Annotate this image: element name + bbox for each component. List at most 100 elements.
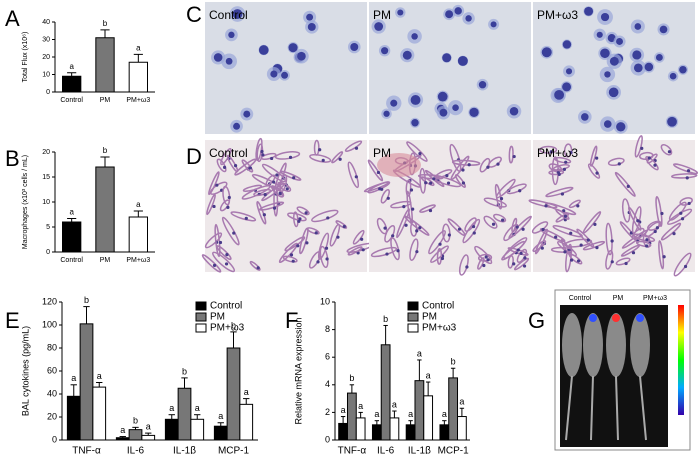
nucleus <box>521 227 525 231</box>
nucleus <box>680 217 685 221</box>
nucleus <box>305 241 309 245</box>
tissue-strand <box>279 170 302 181</box>
x-tick-label: Control <box>60 97 83 104</box>
legend-label: PM <box>422 312 437 323</box>
tissue-strand <box>277 181 292 192</box>
tissue-strand <box>658 240 665 270</box>
tissue-strand <box>442 223 451 243</box>
significance-label: a <box>69 208 74 217</box>
y-tick-label: 20 <box>42 149 50 156</box>
nucleus <box>600 12 610 22</box>
nucleus <box>484 255 488 259</box>
nucleus <box>411 119 419 127</box>
nucleus <box>457 227 462 231</box>
nucleus <box>445 10 454 19</box>
tissue-strand <box>390 237 400 261</box>
tissue-strand <box>554 156 572 164</box>
bar <box>128 61 149 93</box>
tissue-strand <box>628 206 642 231</box>
nucleus <box>467 163 471 167</box>
nucleus <box>411 207 415 211</box>
x-tick-label: TNF-α <box>72 446 101 454</box>
y-tick-label: 10 <box>320 296 330 306</box>
significance-label: a <box>136 43 141 52</box>
nucleus <box>461 168 465 172</box>
nucleus <box>442 53 452 63</box>
legend-swatch <box>195 301 207 311</box>
significance-label: a <box>120 425 125 435</box>
colorbar <box>678 305 684 415</box>
nucleus <box>225 252 229 257</box>
nucleus <box>554 235 558 239</box>
nucleus <box>604 71 611 78</box>
nucleus <box>653 229 657 234</box>
nucleus <box>227 195 231 200</box>
nucleus <box>215 183 219 187</box>
tissue-strand <box>306 227 320 235</box>
x-tick-label: IL-1β <box>408 446 431 454</box>
nucleus <box>457 55 468 66</box>
nucleus <box>541 47 552 58</box>
nucleus <box>581 113 589 121</box>
nucleus <box>518 189 522 193</box>
nucleus <box>562 40 572 49</box>
nucleus <box>610 260 614 264</box>
mouse <box>606 313 626 377</box>
nucleus <box>512 154 516 159</box>
nucleus <box>603 120 612 128</box>
nucleus <box>262 213 266 217</box>
y-tick-label: 60 <box>47 365 57 375</box>
tissue-strand <box>447 218 466 237</box>
nucleus <box>447 233 451 237</box>
y-tick-label: 0 <box>325 434 330 444</box>
nucleus <box>418 226 422 230</box>
tissue-strand <box>635 240 652 248</box>
x-tick-label: IL-1β <box>173 446 196 454</box>
tissue-strand <box>367 159 384 182</box>
tissue-strand <box>212 251 236 273</box>
nucleus <box>391 234 395 238</box>
nucleus <box>428 208 433 213</box>
nucleus <box>586 238 590 242</box>
nucleus <box>429 181 433 185</box>
nucleus <box>608 87 619 98</box>
nucleus <box>383 110 390 117</box>
nucleus <box>233 122 241 130</box>
nucleus <box>272 180 276 184</box>
bar <box>338 422 348 441</box>
x-tick-label: IL-6 <box>127 446 145 454</box>
significance-label: a <box>97 371 102 381</box>
tissue-strand <box>258 201 285 211</box>
nucleus <box>318 148 322 152</box>
nucleus <box>499 197 504 201</box>
tissue-strand <box>508 215 532 239</box>
nucleus <box>410 95 421 105</box>
nucleus <box>584 6 594 16</box>
nucleus <box>679 211 683 215</box>
y-tick-label: 40 <box>47 388 57 398</box>
y-axis-label: Total Flux (x10⁶) <box>22 32 29 83</box>
nucleus <box>632 50 642 60</box>
tissue-strand <box>621 229 649 249</box>
tissue-strand <box>620 244 641 257</box>
tissue-strand <box>255 137 263 162</box>
nucleus <box>549 150 553 154</box>
x-tick-label: Control <box>60 257 83 264</box>
nucleus <box>660 211 664 216</box>
nucleus <box>411 33 418 40</box>
mouse <box>583 313 603 377</box>
bar <box>380 344 391 441</box>
y-tick-label: 80 <box>47 342 57 352</box>
nucleus <box>522 264 527 268</box>
tail <box>615 375 619 441</box>
tissue-strand <box>534 228 549 255</box>
nucleus <box>325 257 329 261</box>
nucleus <box>683 264 688 269</box>
nucleus <box>644 62 654 72</box>
y-tick-label: 0 <box>52 434 57 444</box>
nucleus <box>576 204 580 208</box>
tissue-strand <box>296 206 310 216</box>
tissue-strand <box>454 174 466 188</box>
tissue-strand <box>451 159 481 166</box>
nucleus <box>288 43 298 53</box>
